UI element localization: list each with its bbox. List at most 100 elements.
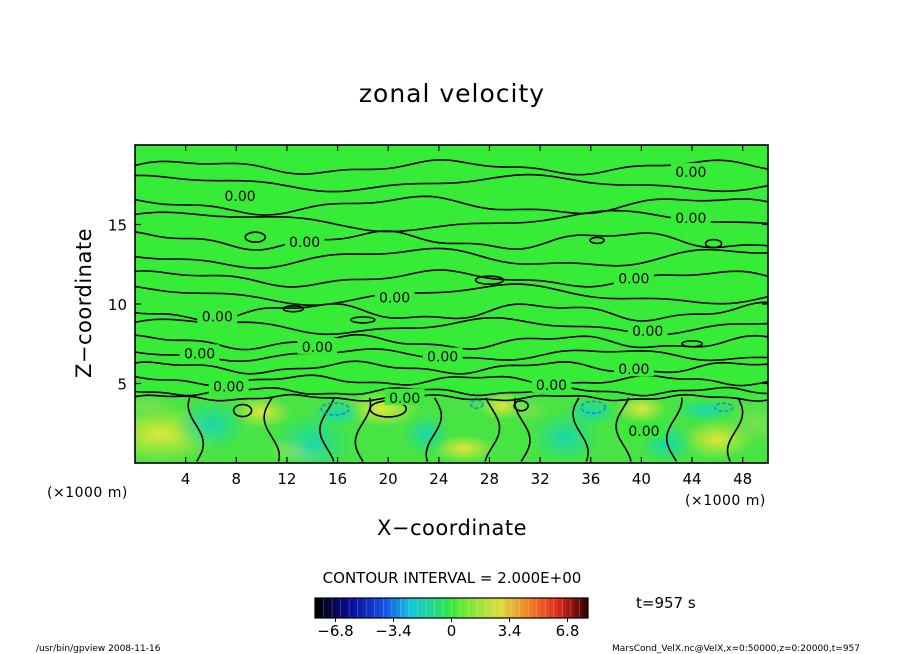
- contour-loop: [580, 400, 607, 415]
- x-unit-right: (×1000 m): [685, 493, 766, 509]
- shade-blob: [615, 394, 668, 423]
- x-tick-label: 24: [429, 470, 448, 488]
- colorbar-cell: [370, 598, 376, 618]
- contour-line: [135, 360, 768, 375]
- colorbar-cell: [387, 598, 393, 618]
- colorbar-cell: [391, 598, 397, 618]
- colorbar-tick-label: 6.8: [556, 622, 580, 640]
- colorbar-cell: [336, 598, 341, 618]
- colorbar: [314, 598, 589, 618]
- contour-line: [135, 393, 768, 402]
- chart-title: zonal velocity: [359, 79, 545, 108]
- contour-label: 0.00: [427, 349, 458, 365]
- contour-label: 0.00: [302, 340, 333, 356]
- contour-line: [665, 397, 683, 462]
- y-tick-label: 10: [108, 296, 127, 314]
- contour-label: 0.00: [675, 211, 706, 227]
- x-tick-label: 48: [733, 470, 752, 488]
- colorbar-tick-label: −3.4: [375, 622, 411, 640]
- contour-label-bg: [531, 376, 572, 393]
- contour-loop: [474, 275, 505, 285]
- y-tick-label: 15: [108, 217, 127, 235]
- x-tick-label: 40: [632, 470, 651, 488]
- shade-blob: [174, 398, 247, 451]
- colorbar-cell: [532, 598, 538, 618]
- contour-line: [135, 209, 768, 233]
- contour-line: [135, 301, 768, 322]
- contour-line: [425, 397, 443, 462]
- colorbar-cell: [349, 598, 354, 618]
- colorbar-cell: [327, 598, 333, 618]
- colorbar-cell: [430, 598, 435, 618]
- contour-line: [135, 247, 768, 270]
- contour-line: [484, 397, 501, 462]
- contour-line: [187, 397, 205, 462]
- contour-label: 0.00: [379, 291, 410, 307]
- colorbar-cell: [536, 598, 542, 618]
- contour-label-bg: [197, 307, 238, 324]
- shading-blobs: [135, 390, 768, 463]
- y-axis-ticks: 5 10 15: [108, 217, 768, 394]
- colorbar-cell: [575, 598, 580, 618]
- footer-left: /usr/bin/gpview 2008-11-16: [36, 644, 161, 654]
- colorbar-cell: [545, 598, 551, 618]
- contour-label-bg: [613, 360, 654, 377]
- shade-blob: [311, 399, 364, 428]
- colorbar-cell: [455, 598, 461, 618]
- colorbar-cell: [481, 598, 487, 618]
- colorbar-cell: [408, 598, 414, 618]
- colorbar-cell: [353, 598, 359, 618]
- shade-blob: [505, 398, 550, 423]
- x-tick-label: 16: [328, 470, 347, 488]
- shade-blob: [135, 393, 174, 418]
- contour-loop: [513, 399, 529, 412]
- contour-loop: [350, 316, 376, 324]
- x-tick-label: 4: [181, 470, 191, 488]
- contour-loop: [282, 304, 305, 313]
- colorbar-tick-label: 0: [447, 622, 457, 640]
- colorbar-cell: [344, 598, 350, 618]
- contour-label: 0.00: [632, 324, 663, 340]
- x-axis-label: X−coordinate: [377, 516, 527, 540]
- contour-loop: [232, 403, 253, 418]
- colorbar-cell: [374, 598, 380, 618]
- contour-label: 0.00: [618, 272, 649, 288]
- x-tick-label: 44: [682, 470, 701, 488]
- contour-label-bg: [284, 232, 325, 249]
- colorbar-cell: [583, 598, 589, 618]
- colorbar-cell: [553, 598, 559, 618]
- contour-label-bg: [613, 269, 654, 286]
- colorbar-cell: [383, 598, 388, 618]
- colorbar-ticks: −6.8 −3.4 0 3.4 6.8: [317, 618, 579, 640]
- colorbar-cell: [566, 598, 572, 618]
- contour-label-bg: [627, 322, 668, 339]
- time-label: t=957 s: [636, 594, 696, 612]
- colorbar-cell: [528, 598, 533, 618]
- colorbar-cell: [472, 598, 478, 618]
- colorbar-cell: [396, 598, 401, 618]
- colorbar-cell: [515, 598, 521, 618]
- contour-label-bg: [297, 337, 338, 354]
- colorbar-cell: [340, 598, 346, 618]
- contour-label-bg: [670, 209, 711, 226]
- contour-line: [135, 195, 768, 216]
- contour-line: [135, 173, 768, 193]
- contour-line: [572, 397, 589, 462]
- contour-loop: [713, 402, 734, 413]
- colorbar-cell: [549, 598, 555, 618]
- colorbar-cell: [489, 598, 495, 618]
- shade-blob: [231, 396, 292, 429]
- colorbar-cell: [468, 598, 474, 618]
- x-unit-left: (×1000 m): [47, 485, 128, 501]
- contour-label: 0.00: [536, 378, 567, 394]
- colorbar-cell: [506, 598, 512, 618]
- colorbar-cell: [357, 598, 363, 618]
- colorbar-cell: [319, 598, 324, 618]
- contour-label: 0.00: [628, 424, 659, 440]
- contour-labels: 0.00 0.00 0.00 0.00 0.00 0.00 0.00 0.00 0.00 0.00…: [179, 163, 711, 440]
- colorbar-cell: [366, 598, 371, 618]
- plot-area: 0.00 0.00 0.00 0.00 0.00 0.00 0.00 0.00 0.00 0.00…: [135, 145, 768, 463]
- contour-label-bg: [220, 186, 261, 203]
- colorbar-cell: [464, 598, 469, 618]
- colorbar-cell: [485, 598, 491, 618]
